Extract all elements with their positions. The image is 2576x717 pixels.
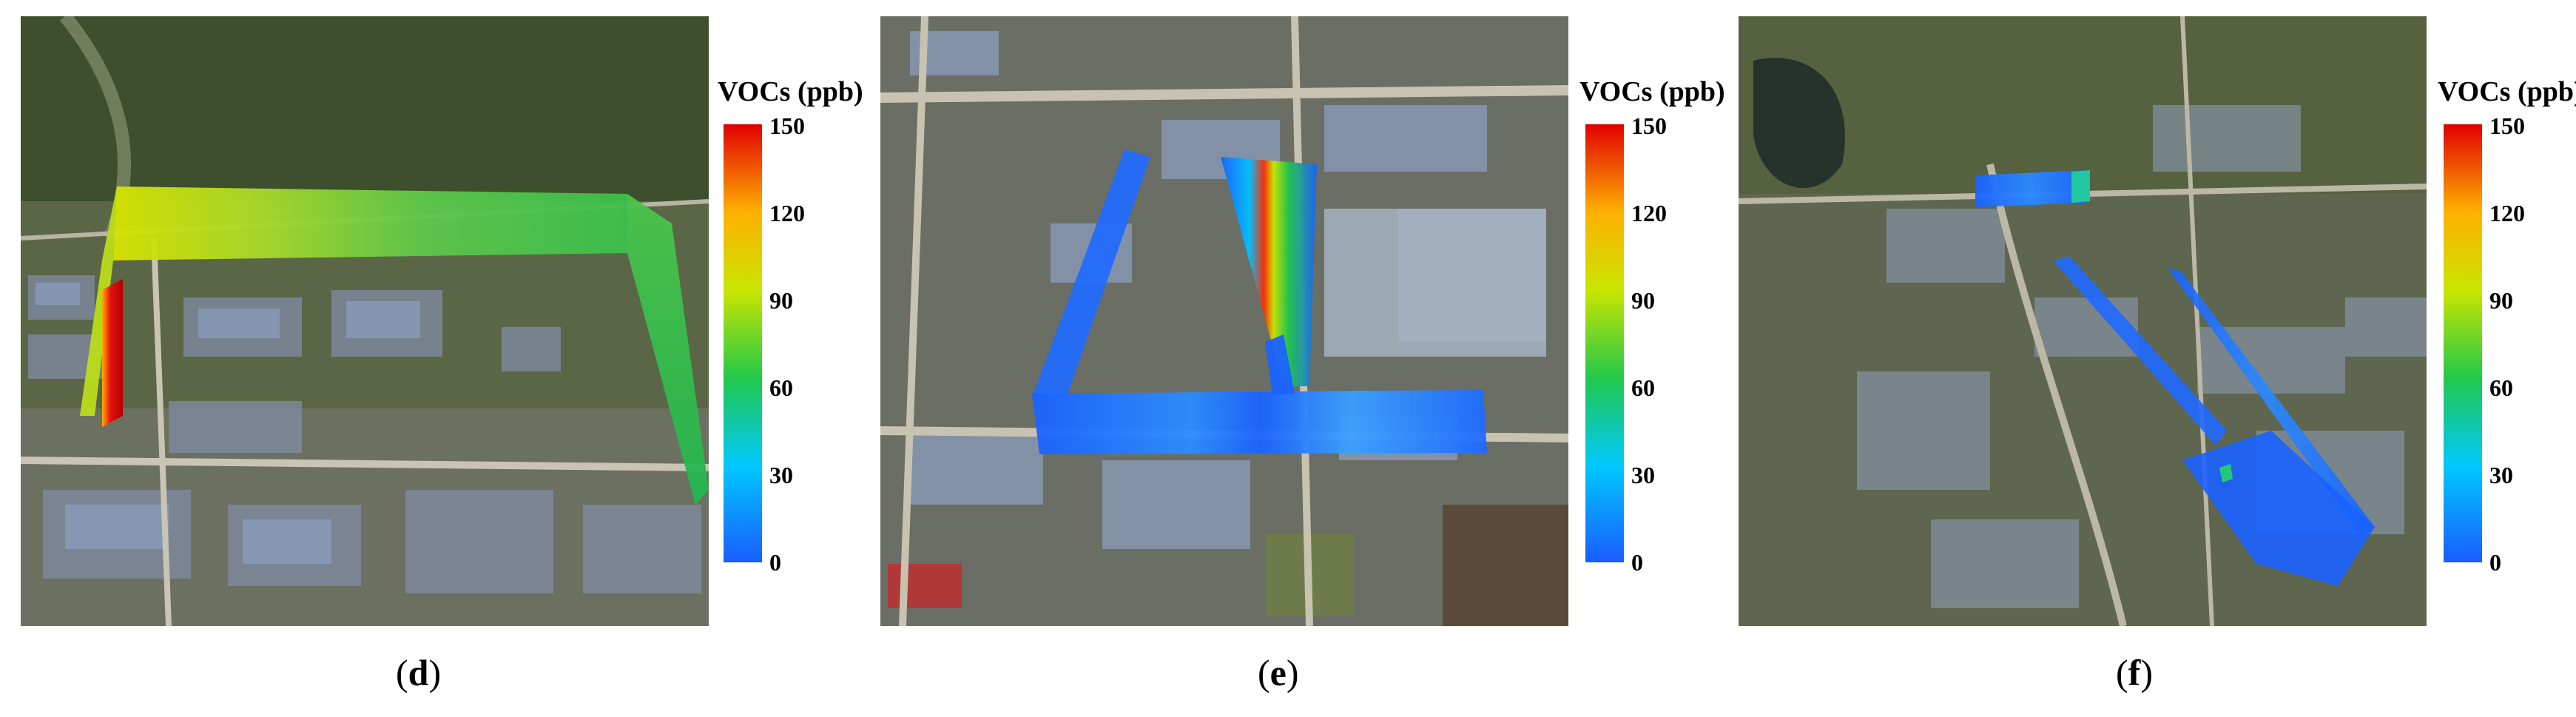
tick-f-150: 150 xyxy=(2489,112,2525,139)
caption-f: (f) xyxy=(2116,652,2153,693)
tick-d-150: 150 xyxy=(769,112,805,139)
tick-f-0: 0 xyxy=(2489,549,2501,576)
tick-e-0: 0 xyxy=(1631,549,1643,576)
colorbar-title-f: VOCs (ppb) xyxy=(2438,76,2576,107)
tick-e-90: 90 xyxy=(1631,287,1655,314)
satellite-map-f xyxy=(1739,16,2427,626)
tick-f-90: 90 xyxy=(2489,287,2513,314)
tick-d-30: 30 xyxy=(769,462,793,488)
tick-e-60: 60 xyxy=(1631,374,1655,401)
satellite-map-d xyxy=(21,16,709,626)
tick-d-120: 120 xyxy=(769,200,805,226)
colorbar-f xyxy=(2444,124,2482,562)
caption-e: (e) xyxy=(1258,652,1299,693)
tick-e-30: 30 xyxy=(1631,462,1655,488)
tick-e-120: 120 xyxy=(1631,200,1667,226)
tick-f-120: 120 xyxy=(2489,200,2525,226)
tick-d-0: 0 xyxy=(769,549,781,576)
tick-d-60: 60 xyxy=(769,374,793,401)
map-view-e[interactable] xyxy=(880,16,1568,626)
map-view-f[interactable] xyxy=(1739,16,2427,626)
colorbar-title-d: VOCs (ppb) xyxy=(718,76,863,107)
map-view-d[interactable] xyxy=(21,16,709,626)
tick-f-30: 30 xyxy=(2489,462,2513,488)
colorbar-e xyxy=(1585,124,1624,562)
colorbar-title-e: VOCs (ppb) xyxy=(1579,76,1725,107)
colorbar-d xyxy=(724,124,762,562)
tick-d-90: 90 xyxy=(769,287,793,314)
satellite-map-e xyxy=(880,16,1568,626)
tick-f-60: 60 xyxy=(2489,374,2513,401)
tick-e-150: 150 xyxy=(1631,112,1667,139)
caption-d: (d) xyxy=(396,652,442,693)
